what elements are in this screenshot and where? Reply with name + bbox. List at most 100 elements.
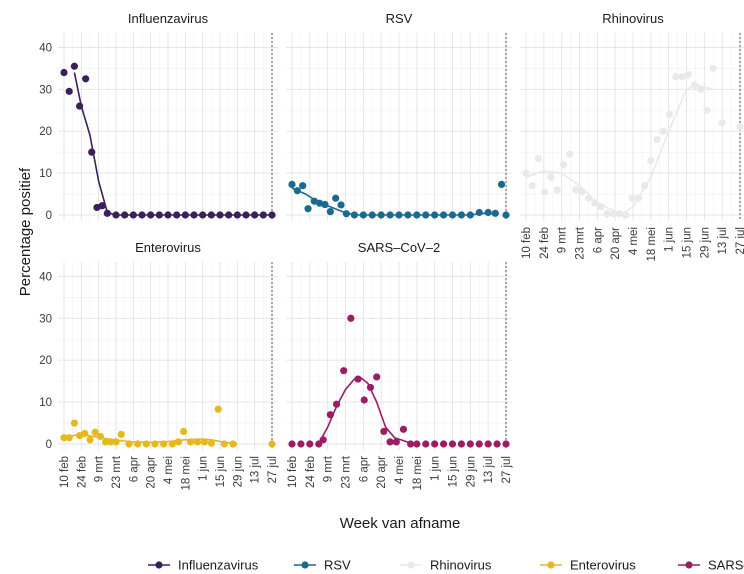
data-point (190, 211, 198, 219)
panel-5: SARS–CoV–2 10 feb 24 feb 9 mrt 23 mrt 6 apr 20… (286, 240, 513, 491)
data-point (665, 110, 674, 119)
data-point (103, 209, 111, 217)
facet-panels: Influenzavirus 0 10 20 30 40 RSV Rhinovirus 10 f… (39, 11, 744, 491)
y-tick-label: 10 (39, 168, 52, 180)
panel-4: Enterovirus 0 10 20 30 40 10 feb 24 feb 9 mrt 23 … (39, 240, 279, 491)
x-tick-label: 18 mei (646, 227, 658, 262)
panel-1: Influenzavirus 0 10 20 30 40 (39, 11, 278, 222)
data-point (76, 102, 84, 110)
data-point (193, 438, 202, 446)
data-point (173, 211, 181, 219)
data-point (107, 438, 115, 446)
data-point (168, 440, 176, 448)
panel-2: RSV (286, 11, 512, 221)
data-point (65, 87, 73, 95)
data-point (288, 440, 296, 448)
x-tick-label: 4 mei (163, 456, 175, 484)
data-point (647, 156, 655, 165)
x-tick-label: 24 feb (76, 456, 88, 488)
data-point (216, 211, 224, 219)
data-point (491, 209, 499, 217)
x-tick-label: 1 jun (664, 227, 676, 252)
data-point (616, 210, 624, 218)
data-point (229, 440, 237, 448)
data-point (366, 383, 375, 392)
data-point (377, 211, 385, 219)
data-point (736, 123, 744, 131)
data-point (697, 85, 705, 93)
legend-item: Rhinovirus (400, 558, 492, 573)
data-point (112, 438, 120, 446)
y-axis-title: Percentage positief (17, 167, 34, 296)
legend-label: SARS–CoV–2 (708, 558, 744, 573)
data-point (259, 211, 267, 219)
legend-item: Enterovirus (540, 558, 636, 573)
data-point (233, 211, 241, 219)
data-point (70, 419, 78, 427)
y-tick-label: 40 (39, 271, 52, 283)
y-tick-label: 20 (39, 355, 52, 367)
data-point (359, 211, 367, 219)
x-tick-label: 13 jul (250, 456, 262, 484)
data-point (457, 211, 466, 219)
legend-item: RSV (294, 558, 351, 573)
trend-line (63, 433, 238, 445)
data-point (439, 440, 448, 448)
trend-line (73, 72, 272, 216)
data-point (448, 211, 457, 219)
data-point (70, 62, 78, 70)
data-point (134, 440, 142, 448)
legend-key-point (685, 561, 693, 569)
data-point (81, 429, 89, 438)
data-point (102, 438, 110, 446)
data-point (242, 211, 250, 219)
data-point (288, 180, 296, 189)
x-tick-label: 15 jun (448, 456, 460, 487)
panel-title: Influenzavirus (128, 11, 209, 26)
data-point (199, 211, 207, 219)
data-point (502, 440, 510, 448)
data-point (306, 440, 314, 448)
data-point (360, 396, 368, 404)
data-point (709, 64, 717, 72)
trend-line (318, 376, 413, 445)
data-point (82, 75, 90, 83)
data-point (207, 211, 215, 219)
x-tick-label: 29 jun (465, 456, 477, 487)
y-tick-label: 0 (46, 439, 52, 451)
legend-label: Rhinovirus (430, 558, 492, 573)
x-tick-label: 10 feb (287, 456, 299, 488)
data-point (147, 211, 155, 219)
data-point (413, 440, 421, 448)
legend-key-point (301, 561, 309, 569)
data-point (326, 411, 334, 419)
data-point (484, 440, 492, 448)
data-point (457, 440, 466, 448)
legend-label: RSV (324, 558, 351, 573)
x-tick-label: 1 jun (430, 456, 442, 481)
data-point (368, 211, 376, 219)
data-point (659, 127, 667, 135)
data-point (395, 211, 403, 219)
data-point (337, 201, 345, 209)
data-point (91, 428, 99, 436)
data-point (422, 440, 430, 448)
data-point (703, 106, 711, 114)
data-point (678, 73, 686, 81)
data-point (380, 427, 388, 436)
data-point (448, 440, 457, 448)
data-point (386, 438, 394, 446)
x-tick-label: 13 jul (717, 227, 729, 255)
data-point (541, 188, 549, 196)
data-point (373, 373, 381, 381)
data-point (475, 440, 483, 448)
data-point (475, 208, 483, 217)
y-tick-label: 40 (39, 42, 52, 54)
data-point (155, 211, 163, 219)
data-point (528, 182, 536, 190)
data-point (497, 180, 506, 189)
data-point (466, 440, 474, 448)
data-point (502, 211, 510, 219)
x-tick-label: 23 mrt (111, 455, 123, 488)
x-tick-label: 9 mrt (94, 455, 106, 482)
